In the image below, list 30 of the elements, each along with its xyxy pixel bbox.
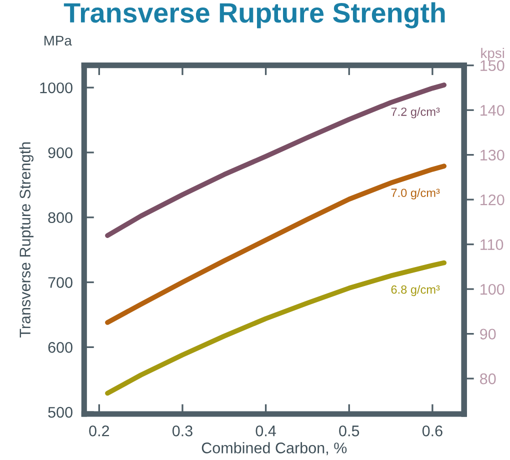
x-tick-label: 0.5 — [339, 426, 360, 436]
y2-tick-label: 110 — [480, 239, 504, 250]
y2-tick-label: 80 — [480, 373, 496, 384]
series-label: 7.2 g/cm³ — [391, 107, 440, 118]
y-tick-label: 800 — [48, 212, 72, 224]
y-axis-title: Transverse Rupture Strength — [19, 142, 34, 338]
y2-tick-label: 140 — [480, 104, 504, 116]
x-tick-label: 0.2 — [89, 426, 109, 436]
y2-tick-label: 90 — [480, 328, 496, 340]
x-axis-title: Combined Carbon, % — [202, 442, 347, 456]
chart-title: Transverse Rupture Strength — [64, 2, 445, 28]
y-tick-label: 900 — [48, 147, 72, 158]
y2-tick-label: 100 — [480, 284, 504, 295]
line-series — [105, 260, 447, 396]
x-tick-label: 0.4 — [256, 426, 276, 436]
series-label: 6.8 g/cm³ — [391, 285, 440, 296]
y2-axis-title: kpsi — [481, 48, 504, 61]
y2-tick-label: 120 — [480, 194, 504, 206]
x-tick-label: 0.3 — [172, 426, 192, 436]
y2-tick-label: 150 — [480, 60, 504, 72]
y-tick-label: 500 — [48, 406, 72, 418]
line-series — [105, 164, 447, 325]
y-tick-label: 1000 — [40, 82, 72, 94]
y-tick-label: 700 — [48, 277, 72, 288]
x-tick-label: 0.6 — [422, 426, 442, 436]
line-series — [105, 82, 447, 238]
series-label: 7.0 g/cm³ — [391, 188, 440, 200]
y2-tick-label: 130 — [480, 150, 504, 161]
text: MPa — [44, 36, 72, 46]
y-tick-label: 600 — [48, 342, 72, 353]
